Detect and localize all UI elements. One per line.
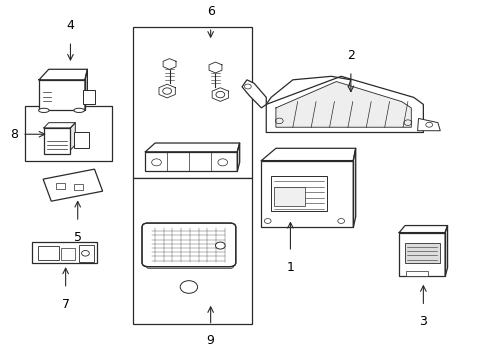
Bar [261, 161, 352, 227]
Polygon shape [70, 123, 75, 150]
Bar [38, 246, 59, 260]
Bar [74, 132, 89, 148]
Polygon shape [208, 62, 222, 73]
Polygon shape [212, 88, 228, 102]
Polygon shape [43, 169, 102, 201]
FancyBboxPatch shape [142, 223, 235, 267]
Polygon shape [163, 59, 176, 69]
Bar [133, 27, 251, 178]
Text: 5: 5 [74, 231, 81, 244]
Bar [82, 90, 95, 104]
Bar [74, 184, 83, 190]
Text: 2: 2 [346, 49, 354, 62]
Text: 7: 7 [61, 297, 69, 311]
Bar [133, 178, 251, 324]
Polygon shape [85, 69, 87, 110]
Bar [145, 152, 237, 171]
Polygon shape [398, 226, 447, 233]
Polygon shape [275, 82, 410, 127]
Polygon shape [352, 148, 355, 227]
Polygon shape [265, 76, 423, 132]
Polygon shape [417, 118, 439, 131]
Bar [24, 106, 111, 161]
Ellipse shape [74, 108, 84, 112]
Ellipse shape [39, 108, 49, 112]
Text: 4: 4 [66, 19, 74, 32]
Bar [406, 271, 427, 276]
Polygon shape [237, 143, 239, 171]
Bar [79, 245, 94, 262]
Text: 3: 3 [419, 315, 427, 328]
Bar [56, 183, 65, 189]
Polygon shape [444, 226, 447, 276]
Bar [398, 233, 444, 276]
Text: 9: 9 [206, 334, 214, 347]
Bar [32, 242, 97, 263]
Polygon shape [145, 143, 239, 152]
Polygon shape [261, 148, 355, 161]
Bar [404, 243, 439, 263]
Polygon shape [159, 84, 175, 98]
Bar [270, 176, 326, 211]
Text: 8: 8 [10, 128, 18, 141]
Bar [44, 128, 70, 154]
Polygon shape [242, 80, 265, 108]
Bar [61, 248, 75, 260]
Bar [273, 187, 305, 206]
Polygon shape [39, 69, 87, 80]
Ellipse shape [215, 242, 224, 249]
FancyBboxPatch shape [146, 260, 233, 269]
Bar [39, 80, 85, 110]
Text: 6: 6 [206, 5, 214, 18]
Polygon shape [44, 123, 75, 128]
Text: 1: 1 [286, 261, 294, 274]
